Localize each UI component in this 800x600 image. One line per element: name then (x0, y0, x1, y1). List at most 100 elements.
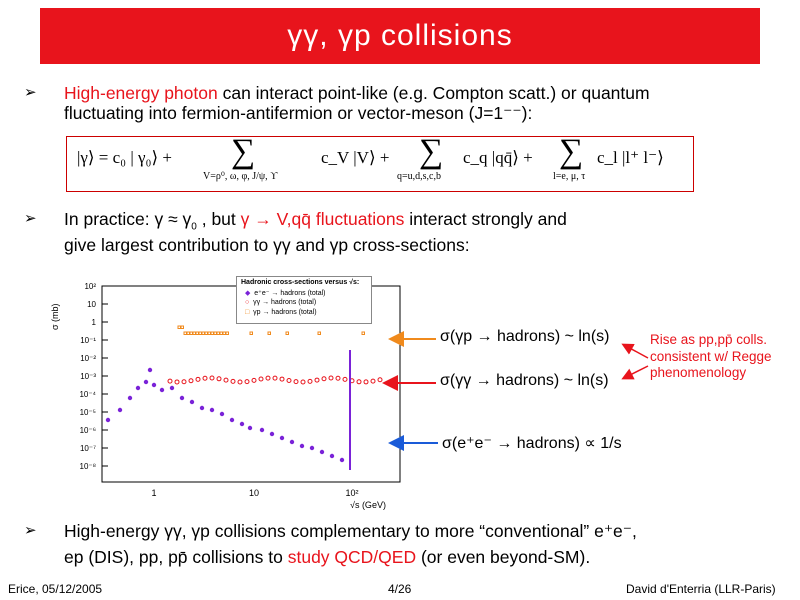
sum2-range: q=u,d,s,c,b (397, 171, 441, 182)
bullet-text: can interact point-like (e.g. Compton sc… (217, 83, 650, 103)
sum-symbol: ∑ (419, 133, 444, 170)
y-tick-label: 10⁻⁵ (80, 408, 96, 417)
ee-point (151, 382, 157, 388)
x-tick-labels: 1 10 10² (151, 488, 358, 498)
ee-point (147, 367, 153, 373)
gg-point (265, 375, 271, 381)
bullet-2-line2: give largest contribution to γγ and γp c… (64, 235, 470, 255)
legend-label: γp → hadrons (total) (253, 309, 317, 316)
gg-point (167, 378, 173, 384)
ee-point (189, 399, 195, 405)
bullet-arrow-icon: ➢ (24, 210, 37, 227)
gp-point (267, 331, 271, 335)
ee-point (179, 395, 185, 401)
gg-point (307, 378, 313, 384)
y-tick-labels: 10² 10 1 10⁻¹ 10⁻² 10⁻³ 10⁻⁴ 10⁻⁵ 10⁻⁶ 10⁻⁷ 10⁻⁸ (79, 282, 108, 471)
gg-point (188, 378, 194, 384)
ee-point (209, 407, 215, 413)
ee-point (117, 407, 123, 413)
gg-point (244, 379, 250, 385)
legend-item-gp: □ γp → hadrons (total) (245, 309, 317, 316)
sum1-term: c_V |V⟩ + (321, 148, 390, 167)
ee-point (127, 395, 133, 401)
bullet-arrow-icon: ➢ (24, 522, 37, 539)
gp-point (317, 331, 321, 335)
legend-item-gg: ○ γγ → hadrons (total) (245, 299, 316, 306)
legend-item-ee: ◆ e⁺e⁻ → hadrons (total) (245, 289, 325, 297)
sum2-term: c_q |qq̄⟩ + (463, 148, 533, 167)
highlight-text: γ → V,qq̄ fluctuations (240, 209, 405, 229)
bullet-text: interact strongly and (404, 209, 567, 229)
sum1-range: V=ρ⁰, ω, φ, J/ψ, ϒ (203, 171, 278, 182)
ee-point (299, 443, 305, 449)
annotation-ee: σ(e⁺e⁻ → hadrons) ∝ 1/s (442, 435, 622, 452)
y-tick-label: 10⁻⁶ (80, 426, 96, 435)
ee-point (269, 431, 275, 437)
sum-symbol: ∑ (231, 133, 256, 170)
gg-point (181, 379, 187, 385)
ee-point (279, 435, 285, 441)
legend-title: Hadronic cross-sections versus √s: (241, 279, 360, 286)
x-tick-label: 10² (345, 488, 358, 498)
ee-point (219, 411, 225, 417)
y-axis-label: σ (mb) (50, 303, 60, 330)
annotation-gg: σ(γγ → hadrons) ~ ln(s) (440, 372, 609, 389)
ee-point (247, 425, 253, 431)
sum3-term: c_l |l⁺ l⁻⟩ (597, 148, 664, 167)
plot-data (105, 325, 383, 470)
gg-point (230, 378, 236, 384)
gp-point (225, 331, 229, 335)
gg-point (237, 379, 243, 385)
legend-marker-icon: ○ (245, 299, 250, 306)
gg-point (258, 376, 264, 382)
bullet-text: ep (DIS), pp, pp̄ collisions to (64, 547, 288, 567)
y-tick-label: 10⁻² (80, 354, 96, 363)
gg-point (342, 376, 348, 382)
slide-title-text: γγ, γp collisions (287, 19, 513, 52)
ee-point (135, 385, 141, 391)
ee-point (339, 457, 345, 463)
bullet-3-line2: ep (DIS), pp, pp̄ collisions to study QC… (64, 546, 590, 568)
y-tick-label: 10⁻⁸ (80, 462, 97, 471)
gp-point (249, 331, 253, 335)
bullet-text: (or even beyond-SM). (416, 547, 591, 567)
side-note-line: consistent w/ Regge (650, 348, 772, 364)
gg-point (174, 379, 180, 385)
legend-label: e⁺e⁻ → hadrons (total) (254, 290, 326, 297)
y-tick-label: 10⁻⁷ (80, 444, 96, 453)
y-tick-label: 10² (84, 282, 96, 291)
ee-point (329, 453, 335, 459)
gp-point (180, 325, 184, 329)
gg-point (363, 379, 369, 385)
ee-point (143, 379, 149, 385)
highlight-text: High-energy photon (64, 83, 218, 103)
bullet-arrow-icon: ➢ (24, 84, 37, 101)
equation-lhs: |γ⟩ = c₀ | γ₀⟩ + (77, 148, 172, 167)
x-tick-label: 10 (249, 488, 259, 498)
gg-point (286, 377, 292, 383)
bullet-1-line2: fluctuating into fermion-antifermion or … (64, 103, 533, 123)
ee-point (159, 387, 165, 393)
gg-point (202, 375, 208, 381)
equation-box: |γ⟩ = c₀ | γ₀⟩ + ∑ V=ρ⁰, ω, φ, J/ψ, ϒ c_… (66, 133, 694, 192)
y-tick-label: 10⁻⁴ (79, 390, 96, 399)
gg-point (223, 377, 229, 383)
bullet-2-line1: In practice: γ ≈ γ0 , but γ → V,qq̄ fluc… (64, 208, 567, 239)
gg-point (279, 376, 285, 382)
gg-point (251, 377, 257, 383)
legend-marker-icon: □ (245, 309, 250, 316)
legend-marker-icon: ◆ (245, 290, 251, 297)
arrow-note-icon (621, 365, 649, 380)
gg-point (293, 379, 299, 385)
y-tick-label: 10⁻¹ (80, 336, 96, 345)
gg-point (356, 379, 362, 385)
ee-point (319, 449, 325, 455)
gg-point (216, 376, 222, 382)
page-number: 4/26 (388, 582, 412, 596)
ee-point (169, 385, 175, 391)
gg-point (209, 375, 215, 381)
y-tick-label: 10 (87, 300, 96, 309)
bullet-text: In practice: γ ≈ γ (64, 209, 192, 229)
ee-point (199, 405, 205, 411)
